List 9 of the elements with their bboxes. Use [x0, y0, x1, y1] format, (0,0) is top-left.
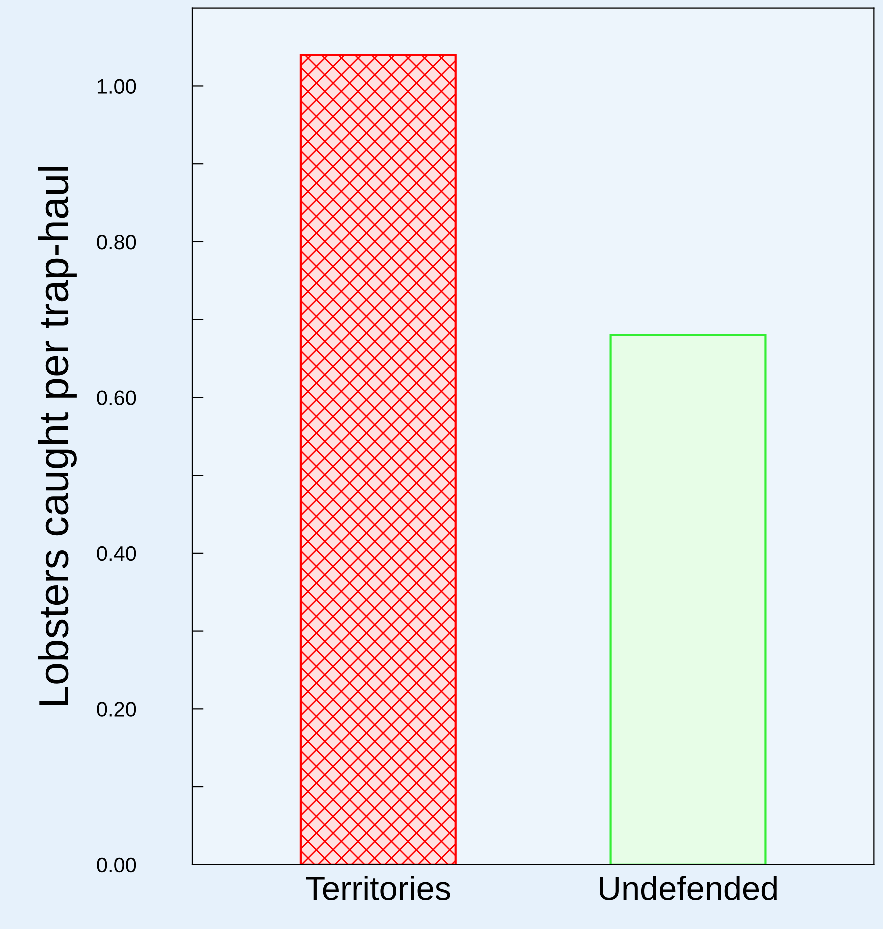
y-tick-label: 1.00: [98, 79, 136, 94]
x-tick-label: Territories: [306, 876, 450, 900]
x-tick-label: Undefended: [600, 876, 777, 900]
y-tick-label: 0.60: [97, 390, 136, 406]
y-tick-label: 0.00: [97, 858, 136, 873]
y-tick-label: 0.20: [97, 702, 136, 717]
y-axis-title: Lobsters caught per trap-haul: [38, 167, 77, 706]
y-tick-label: 0.80: [97, 234, 136, 250]
y-tick-label: 0.40: [97, 546, 136, 562]
